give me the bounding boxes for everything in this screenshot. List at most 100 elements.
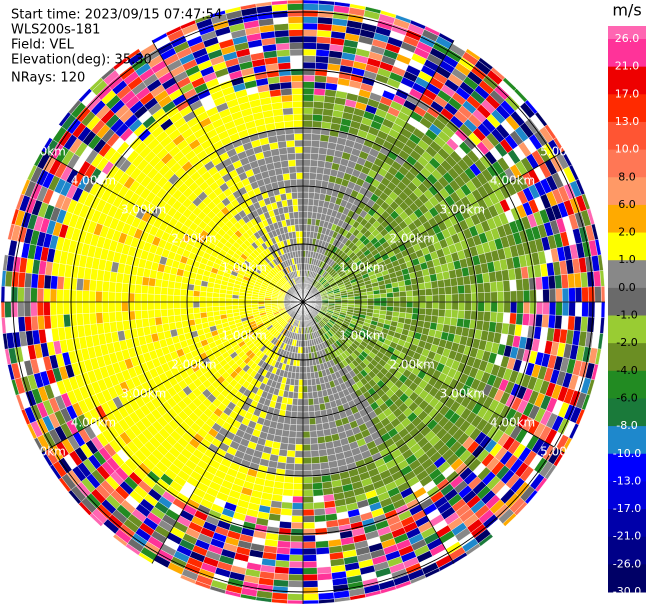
radar-gate	[510, 290, 518, 303]
radar-gate	[307, 211, 313, 219]
radar-gate	[179, 295, 187, 303]
radar-gate	[89, 279, 97, 292]
radar-gate	[295, 437, 304, 445]
radar-gate	[438, 294, 446, 303]
radar-gate	[315, 173, 324, 181]
radar-gate	[140, 301, 148, 311]
radar-gate	[299, 366, 304, 374]
radar-gate	[0, 301, 6, 318]
radar-gate	[302, 146, 312, 154]
radar-gate	[160, 286, 168, 296]
radar-gate	[561, 287, 570, 303]
radar-gate	[297, 392, 304, 400]
radar-gate	[293, 385, 299, 393]
radar-gate	[199, 290, 207, 298]
radar-gate	[302, 81, 315, 89]
radar-gate	[489, 311, 498, 323]
radar-gate	[302, 35, 318, 44]
radar-gate	[302, 535, 316, 543]
radar-gate	[417, 282, 426, 291]
radar-gate	[310, 140, 321, 148]
radar-gate	[317, 579, 334, 588]
radar-gate	[299, 359, 304, 367]
radar-gate	[312, 391, 319, 399]
radar-gate	[302, 509, 315, 517]
radar-gate	[302, 3, 319, 11]
radar-gate	[173, 301, 181, 309]
radar-gate	[179, 301, 187, 309]
radar-gate	[302, 476, 313, 484]
radar-gate	[302, 152, 311, 160]
radar-gate	[302, 22, 318, 31]
radar-gate	[166, 287, 175, 296]
radar-gate	[108, 281, 117, 293]
radar-gate	[354, 295, 362, 300]
radar-gate	[199, 306, 207, 314]
radar-gate	[302, 191, 309, 199]
radar-gate	[437, 279, 445, 288]
radar-gate	[316, 429, 325, 438]
radar-gate	[496, 280, 504, 293]
radar-gate	[502, 280, 511, 292]
radar-gate	[541, 314, 550, 328]
radar-gate	[449, 317, 458, 327]
radar-gate	[37, 274, 46, 289]
radar-gate	[288, 567, 304, 575]
radar-gate	[205, 306, 214, 313]
radar-gate	[567, 315, 576, 331]
radar-gate	[302, 560, 318, 569]
radar-gate	[302, 0, 319, 5]
radar-gate	[457, 284, 465, 295]
radar-gate	[302, 372, 308, 380]
radar-gate	[302, 113, 314, 121]
radar-gate	[283, 416, 292, 425]
radar-gate	[290, 528, 304, 536]
radar-gate	[251, 301, 259, 305]
radar-gate	[1, 317, 7, 334]
radar-gate	[308, 178, 317, 187]
radar-gate	[288, 560, 304, 569]
radar-gate	[114, 301, 122, 313]
radar-gate	[463, 284, 472, 294]
radar-gate	[289, 541, 304, 549]
radar-gate	[56, 301, 64, 316]
radar-gate	[281, 501, 293, 510]
radar-gate	[554, 274, 563, 289]
radar-gate	[302, 593, 319, 601]
radar-gate	[535, 314, 543, 328]
radar-gate	[307, 198, 315, 206]
radar-gate	[279, 521, 292, 529]
radar-gate	[586, 316, 595, 333]
radar-gate	[166, 308, 175, 317]
radar-gate	[199, 296, 207, 303]
radar-gate	[360, 295, 368, 300]
radar-gate	[302, 405, 309, 413]
radar-gate	[314, 81, 327, 90]
radar-gate	[287, 443, 296, 451]
radar-gate	[69, 289, 77, 303]
radar-gate	[82, 290, 90, 303]
radar-gate	[449, 277, 458, 287]
radar-gate	[141, 284, 149, 295]
radar-gate	[294, 450, 304, 458]
radar-gate	[425, 295, 433, 303]
radar-gate	[296, 424, 304, 432]
radar-gate	[180, 282, 189, 291]
radar-gate	[173, 308, 181, 316]
radar-gate	[302, 457, 312, 465]
radar-gate	[515, 278, 524, 291]
radar-gate	[160, 308, 168, 318]
radar-gate	[212, 310, 221, 317]
radar-gate	[302, 385, 308, 393]
radar-gate	[290, 535, 304, 543]
radar-gate	[4, 301, 12, 318]
radar-gate	[431, 308, 440, 317]
radar-gate	[528, 313, 537, 327]
radar-gate	[477, 292, 485, 303]
radar-gate	[298, 385, 304, 393]
radar-gate	[392, 286, 400, 293]
radar-gate	[379, 293, 388, 299]
radar-gate	[278, 448, 288, 457]
radar-gate	[50, 314, 59, 329]
radar-gate	[101, 291, 109, 303]
